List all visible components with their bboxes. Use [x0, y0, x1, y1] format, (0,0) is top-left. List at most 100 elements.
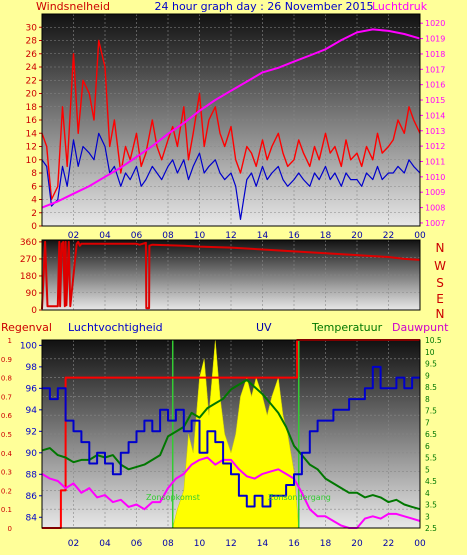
pressure-y-tick: 1020: [425, 19, 445, 28]
temperature-y-tick: 10.5: [425, 336, 442, 345]
climate-x-tick: 18: [320, 539, 332, 549]
humidity-y-tick: 94: [26, 406, 38, 416]
humidity-y-tick: 86: [26, 492, 38, 502]
wind-y-tick: 4: [31, 196, 37, 206]
temperature-y-tick: 10: [425, 348, 435, 357]
humidity-y-tick: 84: [26, 513, 38, 523]
humidity-label: Luchtvochtigheid: [68, 321, 163, 334]
wind-x-tick: 00: [414, 231, 426, 241]
wind-y-tick: 28: [26, 37, 38, 47]
wind-y-tick: 16: [26, 116, 38, 126]
rain-y-tick: 0.3: [1, 469, 12, 477]
pressure-y-tick: 1009: [425, 188, 445, 197]
dewpoint-label: Dauwpunt: [392, 321, 449, 334]
temperature-y-tick: 3: [425, 512, 430, 521]
climate-x-tick: 02: [68, 539, 79, 549]
temperature-y-tick: 9.5: [425, 360, 437, 369]
wind-x-tick: 20: [351, 231, 363, 241]
climate-x-tick: 06: [131, 539, 143, 549]
uv-label: UV: [256, 321, 272, 334]
compass-w: W: [434, 259, 446, 273]
pressure-y-tick: 1013: [425, 127, 445, 136]
direction-y-tick: 360: [20, 238, 37, 248]
climate-x-tick: 16: [288, 539, 300, 549]
direction-y-tick: 270: [20, 255, 37, 265]
wind-y-tick: 26: [26, 50, 38, 60]
climate-x-tick: 10: [194, 539, 206, 549]
wind-x-tick: 04: [99, 231, 111, 241]
rain-y-tick: 0.7: [1, 393, 12, 401]
rain-y-tick: 0.6: [1, 412, 13, 420]
wind-x-tick: 18: [320, 231, 332, 241]
wind-y-tick: 10: [26, 156, 38, 166]
temperature-y-tick: 4.5: [425, 477, 437, 486]
temperature-y-tick: 9: [425, 371, 430, 380]
wind-y-tick: 14: [26, 129, 38, 139]
temperature-y-tick: 8: [425, 395, 430, 404]
wind-x-tick: 06: [131, 231, 143, 241]
wind-x-tick: 14: [257, 231, 269, 241]
wind-avg-line: [41, 132, 421, 220]
direction-frame: [41, 239, 421, 311]
climate-x-tick: 12: [225, 539, 236, 549]
pressure-y-tick: 1012: [425, 142, 445, 151]
wind-x-tick: 02: [68, 231, 79, 241]
temperature-y-tick: 7.5: [425, 407, 437, 416]
wind-y-tick: 24: [26, 63, 38, 73]
wind-x-tick: 12: [225, 231, 236, 241]
wind-y-tick: 30: [26, 23, 38, 33]
wind-direction-chart: 0 90 180 270 360: [20, 238, 421, 316]
direction-y-tick: 0: [31, 306, 37, 316]
rain-y-tick: 0: [8, 525, 12, 533]
wind-gust-line: [41, 39, 421, 201]
pressure-y-tick: 1008: [425, 204, 445, 213]
wind-direction-line: [41, 240, 421, 310]
pressure-y-tick: 1014: [425, 111, 445, 120]
humidity-y-tick: 88: [26, 470, 38, 480]
graph-title: 24 hour graph day : 26 November 2015: [154, 0, 373, 13]
humidity-line: [42, 365, 420, 508]
compass-n-bottom: N: [436, 307, 445, 321]
temperature-label: Temperatuur: [311, 321, 383, 334]
pressure-y-tick: 1019: [425, 35, 445, 44]
wind-y-tick: 22: [26, 76, 37, 86]
wind-x-tick: 08: [162, 231, 174, 241]
humidity-y-tick: 100: [20, 341, 37, 351]
wind-y-tick: 0: [31, 222, 37, 232]
climate-x-tick: 00: [414, 539, 426, 549]
pressure-y-tick: 1007: [425, 219, 445, 228]
pressure-y-tick: 1018: [425, 50, 445, 59]
pressure-label: Luchtdruk: [372, 0, 428, 13]
climate-x-tick: 14: [257, 539, 269, 549]
humidity-temperature-chart: 00.10.20.30.40.50.60.70.80.9184868890929…: [1, 336, 442, 549]
pressure-line: [41, 28, 421, 209]
climate-x-tick: 20: [351, 539, 363, 549]
wind-y-tick: 6: [31, 182, 37, 192]
temperature-y-tick: 8.5: [425, 383, 437, 392]
wind-y-tick: 8: [31, 169, 37, 179]
pressure-y-tick: 1016: [425, 81, 445, 90]
rain-y-tick: 0.4: [1, 450, 13, 458]
pressure-y-tick: 1015: [425, 96, 445, 105]
climate-frame: [41, 339, 421, 529]
wind-speed-label: Windsnelheid: [36, 0, 110, 13]
temperature-y-tick: 5.5: [425, 454, 437, 463]
wind-y-tick: 20: [26, 90, 38, 100]
temperature-y-tick: 4: [425, 489, 430, 498]
temperature-y-tick: 3.5: [425, 501, 437, 510]
wind-y-tick: 12: [26, 143, 37, 153]
wind-pressure-chart: 0246810121416182022242628301007100810091…: [26, 13, 445, 241]
wind-frame: [41, 13, 421, 227]
compass-labels: N W S E N: [434, 241, 446, 321]
wind-x-tick: 10: [194, 231, 206, 241]
compass-n-top: N: [436, 241, 445, 255]
humidity-y-tick: 92: [26, 427, 37, 437]
wind-x-tick: 16: [288, 231, 300, 241]
temperature-y-tick: 5: [425, 465, 430, 474]
rain-y-tick: 0.5: [1, 431, 12, 439]
uv-area: [172, 339, 299, 529]
temperature-y-tick: 2.5: [425, 524, 437, 533]
direction-y-tick: 90: [26, 289, 38, 299]
sunrise-label: Zonsopkomst: [146, 493, 200, 502]
rain-y-tick: 0.2: [1, 487, 12, 495]
